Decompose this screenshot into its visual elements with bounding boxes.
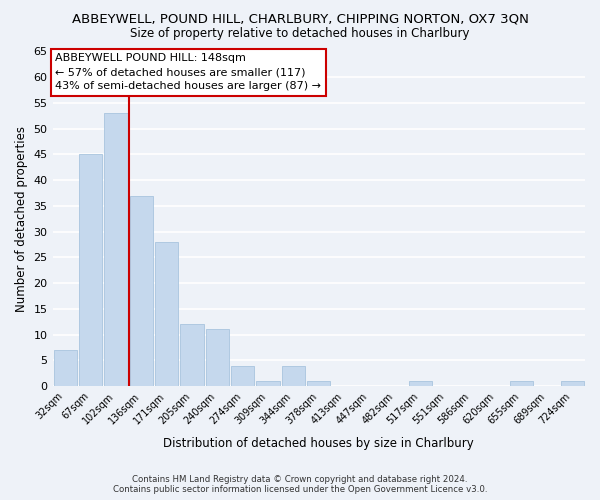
Text: ABBEYWELL POUND HILL: 148sqm
← 57% of detached houses are smaller (117)
43% of s: ABBEYWELL POUND HILL: 148sqm ← 57% of de… <box>55 53 321 91</box>
Bar <box>155 242 178 386</box>
X-axis label: Distribution of detached houses by size in Charlbury: Distribution of detached houses by size … <box>163 437 474 450</box>
Bar <box>560 381 584 386</box>
Text: ABBEYWELL, POUND HILL, CHARLBURY, CHIPPING NORTON, OX7 3QN: ABBEYWELL, POUND HILL, CHARLBURY, CHIPPI… <box>71 12 529 26</box>
Bar <box>79 154 102 386</box>
Bar <box>510 381 533 386</box>
Text: Contains HM Land Registry data © Crown copyright and database right 2024.
Contai: Contains HM Land Registry data © Crown c… <box>113 474 487 494</box>
Bar <box>409 381 432 386</box>
Bar <box>104 114 128 386</box>
Y-axis label: Number of detached properties: Number of detached properties <box>15 126 28 312</box>
Bar <box>231 366 254 386</box>
Bar <box>256 381 280 386</box>
Bar <box>282 366 305 386</box>
Bar <box>181 324 203 386</box>
Bar <box>53 350 77 386</box>
Bar <box>206 330 229 386</box>
Bar <box>307 381 331 386</box>
Text: Size of property relative to detached houses in Charlbury: Size of property relative to detached ho… <box>130 28 470 40</box>
Bar <box>130 196 153 386</box>
